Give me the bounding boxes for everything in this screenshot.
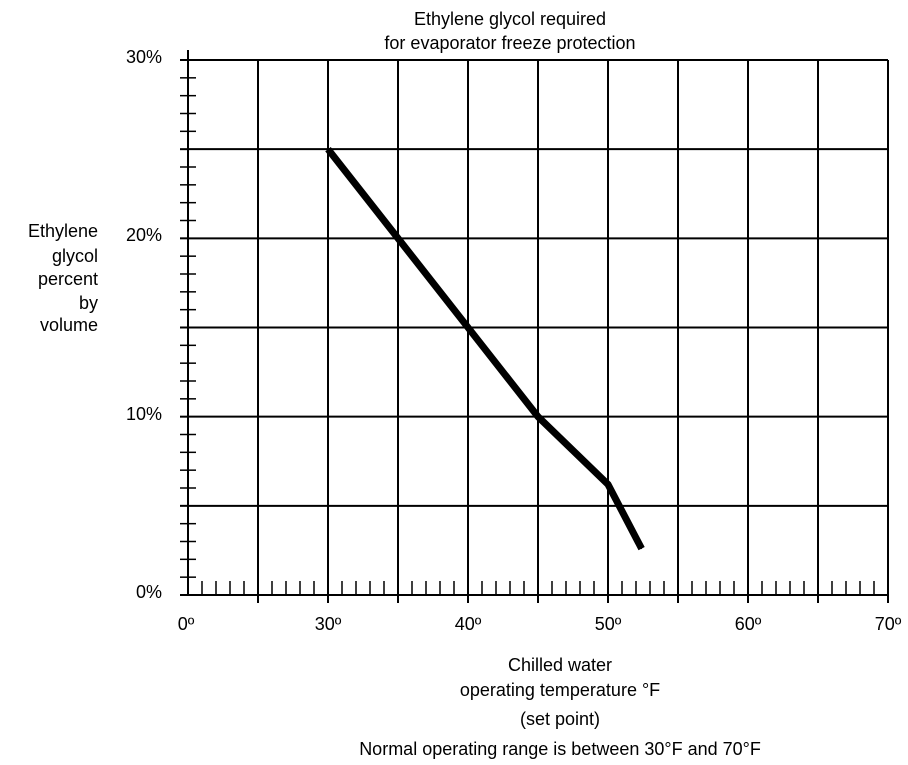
grid: [188, 59, 889, 595]
y-tick-label: 30%: [125, 47, 162, 67]
x-tick-label: 40º: [454, 614, 482, 634]
y-axis-label-line-2: glycol: [51, 246, 98, 266]
chart-title-line-1: Ethylene glycol required: [413, 9, 607, 29]
x-axis-label-line-3: (set point): [519, 709, 601, 729]
y-tick-label: 0%: [135, 582, 162, 602]
x-axis-label-line-2: operating temperature °F: [459, 680, 661, 700]
data-point: [327, 148, 329, 150]
axes: [180, 50, 889, 603]
y-axis-label-line-3: percent: [37, 269, 98, 289]
x-tick-label: 60º: [734, 614, 762, 634]
data-point: [537, 416, 539, 418]
x-tick-label: 70º: [874, 614, 902, 634]
x-tick-label: 0º: [177, 614, 195, 634]
y-tick-label: 10%: [125, 403, 162, 424]
x-tick-label: 30º: [314, 614, 342, 634]
x-axis-label-line-1: Chilled water: [507, 655, 613, 675]
x-tick-label: 50º: [594, 614, 622, 634]
y-axis-label-line-5: volume: [39, 315, 98, 335]
data-point: [607, 483, 609, 485]
series: [325, 147, 645, 551]
chart-title-line-2: for evaporator freeze protection: [384, 33, 636, 53]
y-axis-label-line-1: Ethylene: [27, 221, 98, 241]
series-line-0: [325, 147, 645, 551]
data-point: [467, 327, 469, 328]
data-point: [397, 237, 399, 239]
y-tick-label: 20%: [125, 225, 162, 246]
footnote: Normal operating range is between 30°F a…: [359, 739, 761, 759]
y-axis-label-line-4: by: [78, 293, 98, 313]
data-point: [641, 548, 643, 550]
